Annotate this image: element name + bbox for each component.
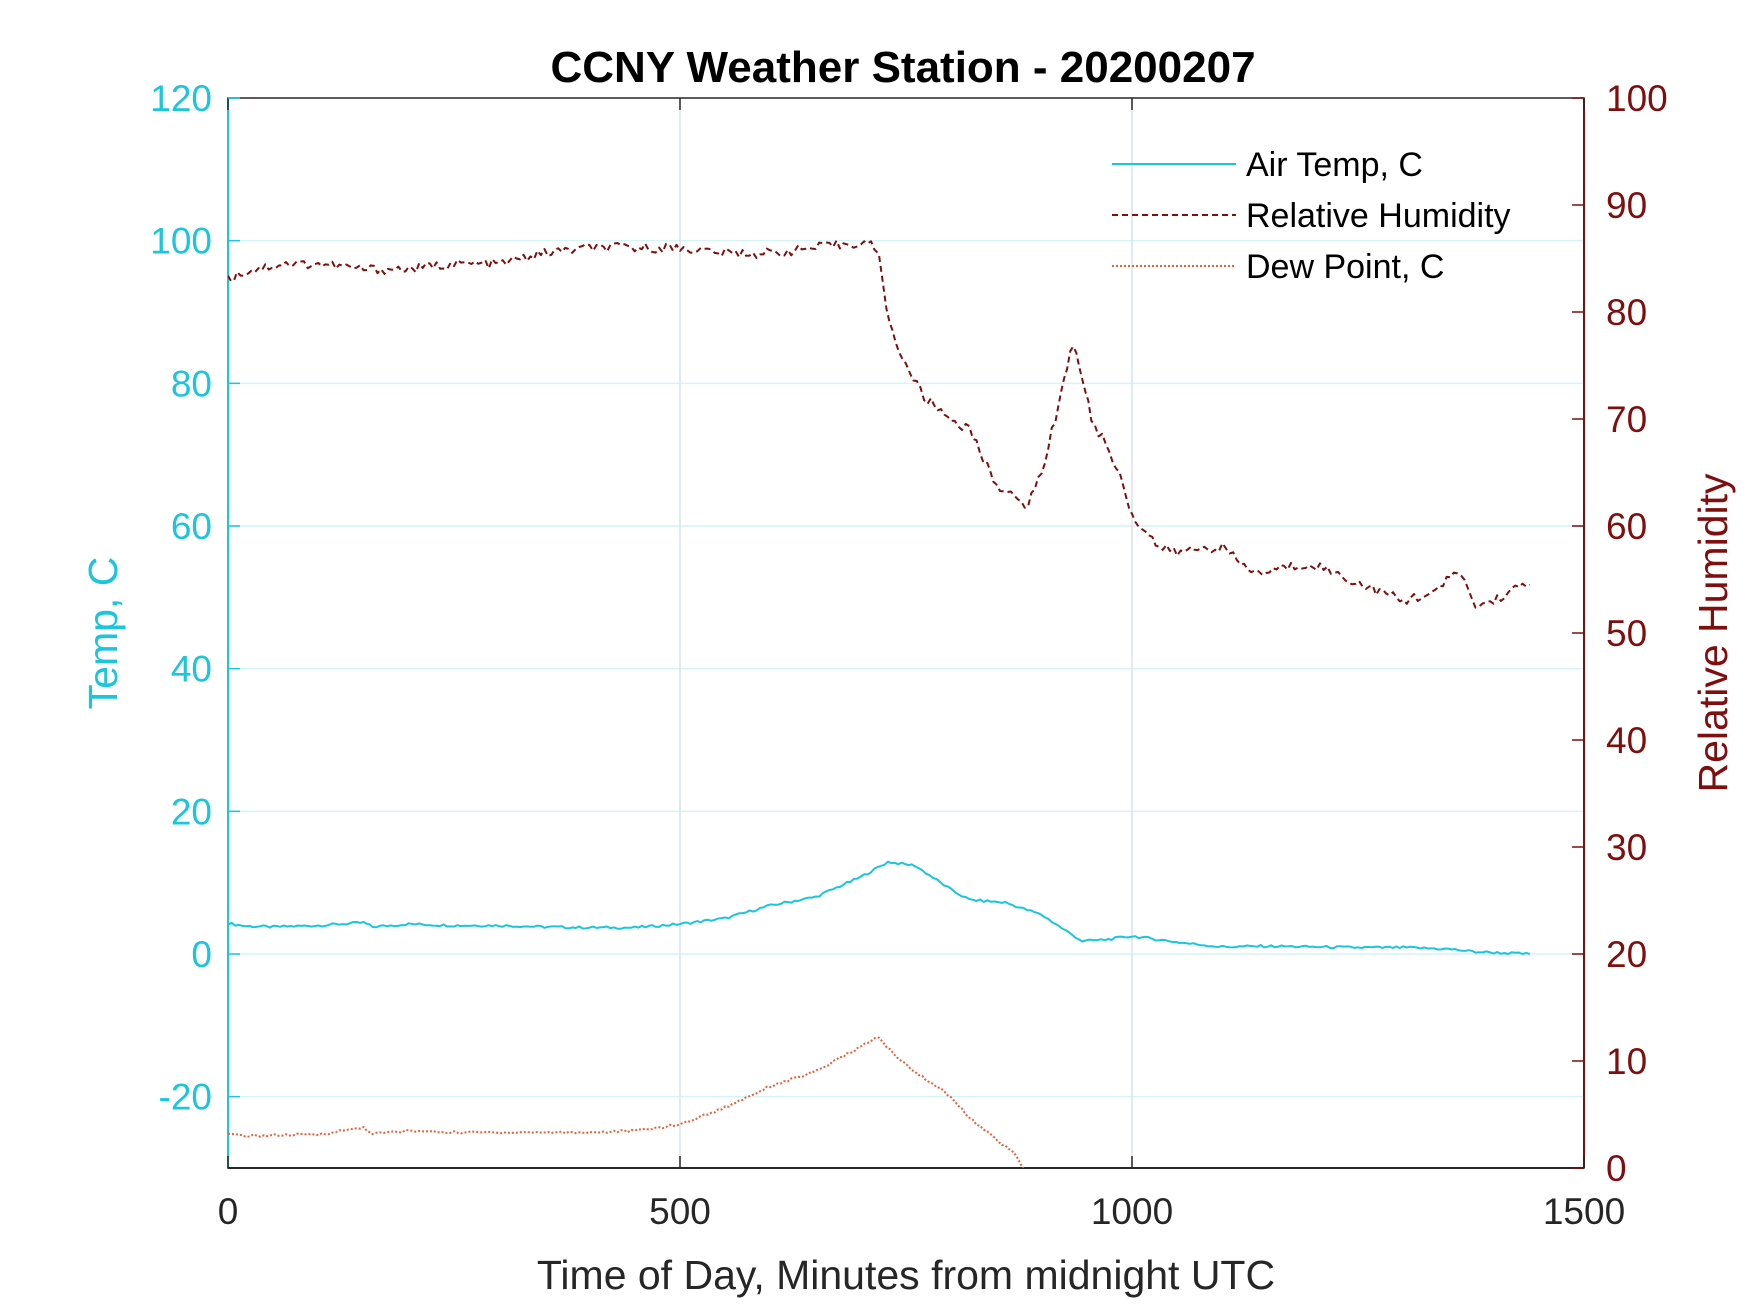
chart-title: CCNY Weather Station - 20200207 xyxy=(550,43,1255,92)
grid-lines xyxy=(228,98,1584,1168)
legend: Air Temp, C Relative Humidity Dew Point, C xyxy=(1112,146,1511,286)
legend-label-relative-humidity: Relative Humidity xyxy=(1246,197,1511,235)
series-lines xyxy=(228,239,1531,1168)
legend-label-air-temp-c: Air Temp, C xyxy=(1246,146,1423,184)
y-right-tick-label: 70 xyxy=(1606,399,1647,440)
y-left-tick-label: -20 xyxy=(159,1077,212,1118)
x-tick-label: 1500 xyxy=(1543,1191,1625,1232)
y-right-tick-label: 50 xyxy=(1606,613,1647,654)
y-right-tick-label: 40 xyxy=(1606,720,1647,761)
series-line-air-temp-c xyxy=(228,860,1531,955)
y-right-tick-label: 80 xyxy=(1606,292,1647,333)
y-axis-left-label: Temp, C xyxy=(80,557,126,710)
x-tick-label: 1000 xyxy=(1091,1191,1173,1232)
y-right-tick-label: 90 xyxy=(1606,185,1647,226)
y-left-tick-label: 0 xyxy=(191,934,212,975)
y-left-tick-label: 60 xyxy=(171,506,212,547)
x-tick-label: 0 xyxy=(218,1191,239,1232)
y-right-tick-label: 10 xyxy=(1606,1041,1647,1082)
y-left-tick-label: 100 xyxy=(150,221,212,262)
x-axis-label: Time of Day, Minutes from midnight UTC xyxy=(537,1252,1275,1298)
y-axis-right-label: Relative Humidity xyxy=(1690,473,1736,792)
y-right-tick-label: 0 xyxy=(1606,1148,1627,1189)
y-left-tick-label: 80 xyxy=(171,363,212,404)
legend-label-dew-point-c: Dew Point, C xyxy=(1246,248,1444,286)
y-right-tick-label: 30 xyxy=(1606,827,1647,868)
y-left-tick-label: 120 xyxy=(150,78,212,119)
y-left-tick-label: 40 xyxy=(171,649,212,690)
y-right-tick-label: 60 xyxy=(1606,506,1647,547)
y-right-tick-label: 20 xyxy=(1606,934,1647,975)
y-right-tick-label: 100 xyxy=(1606,78,1668,119)
series-line-dew-point-c xyxy=(228,1036,1025,1168)
x-tick-label: 500 xyxy=(649,1191,711,1232)
y-left-tick-label: 20 xyxy=(171,791,212,832)
